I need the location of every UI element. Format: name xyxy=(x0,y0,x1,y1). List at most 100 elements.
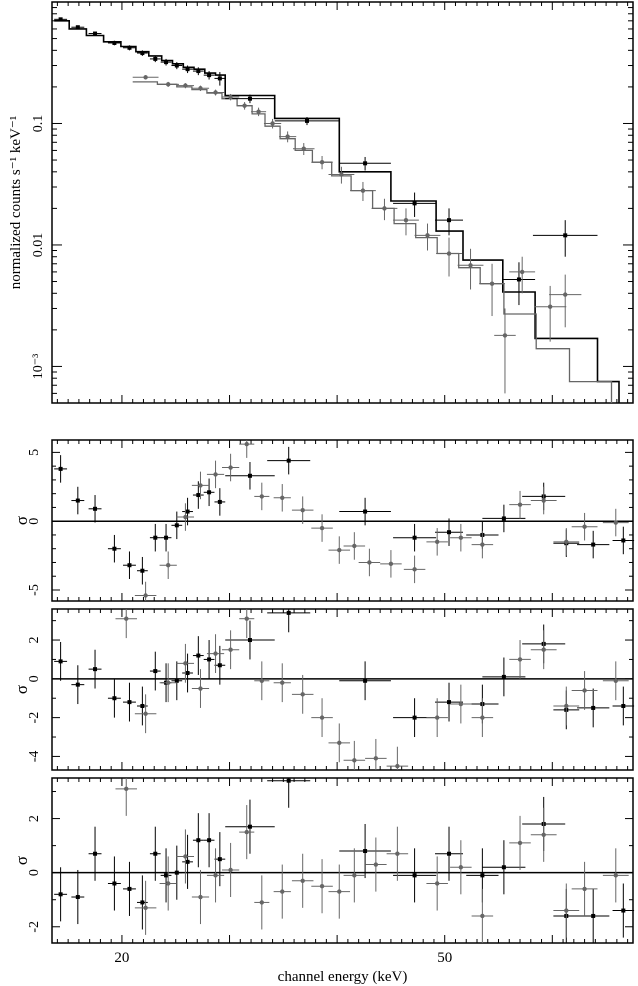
marker-circle xyxy=(256,109,261,114)
data-point xyxy=(237,102,253,110)
data-point xyxy=(365,738,387,770)
data-point xyxy=(339,156,391,171)
marker-circle xyxy=(213,472,218,477)
marker-square xyxy=(412,715,417,720)
data-point xyxy=(176,503,195,531)
y-axis-label: σ xyxy=(12,856,31,865)
data-point xyxy=(350,181,376,202)
marker-square xyxy=(286,458,291,463)
series-1 xyxy=(115,609,629,770)
data-point xyxy=(206,848,225,903)
x-tick-label: 20 xyxy=(114,950,129,966)
panel-spectrum: 10⁻³ 0.01 0.1 normalized counts s⁻¹ keV⁻¹ xyxy=(8,1,634,404)
marker-square xyxy=(58,659,63,664)
marker-circle xyxy=(541,647,546,652)
marker-square xyxy=(93,851,98,856)
marker-square xyxy=(501,516,506,521)
data-point xyxy=(426,698,448,738)
data-point xyxy=(339,661,391,701)
marker-square xyxy=(174,523,179,528)
data-point xyxy=(203,640,215,679)
data-point xyxy=(435,682,464,722)
series-0 xyxy=(54,446,635,585)
marker-square xyxy=(480,873,485,878)
data-point xyxy=(221,630,240,670)
data-point xyxy=(509,490,531,519)
marker-square xyxy=(140,900,145,905)
marker-square xyxy=(112,696,117,701)
marker-circle xyxy=(412,567,417,572)
marker-circle xyxy=(613,520,618,525)
data-point xyxy=(136,686,148,726)
data-point xyxy=(502,262,536,306)
marker-square xyxy=(563,233,568,238)
marker-circle xyxy=(198,86,203,91)
data-point xyxy=(225,94,275,104)
marker-circle xyxy=(166,881,171,886)
data-point xyxy=(71,25,85,30)
data-point xyxy=(426,856,448,911)
panel-residuals-2: -4 -2 0 2 σ xyxy=(12,608,635,771)
marker-circle xyxy=(143,711,148,716)
panel-residuals-1: -5 0 5 σ xyxy=(12,439,635,602)
marker-circle xyxy=(582,688,587,693)
data-point xyxy=(136,556,148,585)
data-point xyxy=(393,523,437,552)
data-point xyxy=(88,826,102,881)
marker-square xyxy=(247,473,252,478)
marker-square xyxy=(140,51,145,56)
data-point xyxy=(254,661,270,701)
marker-circle xyxy=(337,547,342,553)
marker-square xyxy=(153,56,158,61)
data-point xyxy=(160,58,172,66)
data-point xyxy=(251,107,267,117)
data-point xyxy=(115,778,137,816)
marker-square xyxy=(217,499,222,504)
data-point xyxy=(160,848,172,903)
marker-circle xyxy=(339,172,344,177)
marker-square xyxy=(93,506,98,511)
marker-square xyxy=(196,493,201,498)
marker-square xyxy=(75,682,80,687)
y-tick-label: 0.1 xyxy=(31,115,46,133)
data-point xyxy=(192,813,204,868)
marker-circle xyxy=(244,616,249,621)
marker-square xyxy=(127,45,132,50)
data-point xyxy=(192,67,204,76)
data-point xyxy=(239,609,255,639)
data-point xyxy=(182,497,193,526)
marker-square xyxy=(75,895,80,900)
marker-circle xyxy=(489,281,495,286)
marker-circle xyxy=(228,94,233,100)
data-point xyxy=(176,83,195,89)
marker-square xyxy=(164,535,169,540)
data-point xyxy=(176,829,195,884)
marker-circle xyxy=(541,498,546,503)
data-point xyxy=(157,81,179,87)
marker-circle xyxy=(564,908,569,913)
data-point xyxy=(339,497,391,526)
data-point xyxy=(203,478,215,507)
marker-square xyxy=(58,17,63,22)
data-point xyxy=(602,848,629,903)
data-point xyxy=(509,256,536,294)
marker-circle xyxy=(244,829,249,835)
marker-circle xyxy=(352,758,357,763)
marker-circle xyxy=(382,206,387,211)
data-point xyxy=(149,651,161,691)
x-axis-label: channel energy (keV) xyxy=(278,969,408,985)
series-0 xyxy=(54,778,635,943)
data-point xyxy=(328,536,351,564)
marker-circle xyxy=(143,593,148,598)
marker-circle xyxy=(183,661,188,666)
data-point xyxy=(386,826,409,881)
data-point xyxy=(107,856,121,911)
data-point xyxy=(171,661,183,701)
marker-circle xyxy=(367,560,372,565)
marker-square xyxy=(153,535,158,540)
marker-square xyxy=(127,886,132,891)
data-point xyxy=(191,669,210,708)
marker-square xyxy=(58,466,63,471)
marker-square xyxy=(93,31,98,36)
y-tick-label: 10⁻³ xyxy=(31,354,46,380)
